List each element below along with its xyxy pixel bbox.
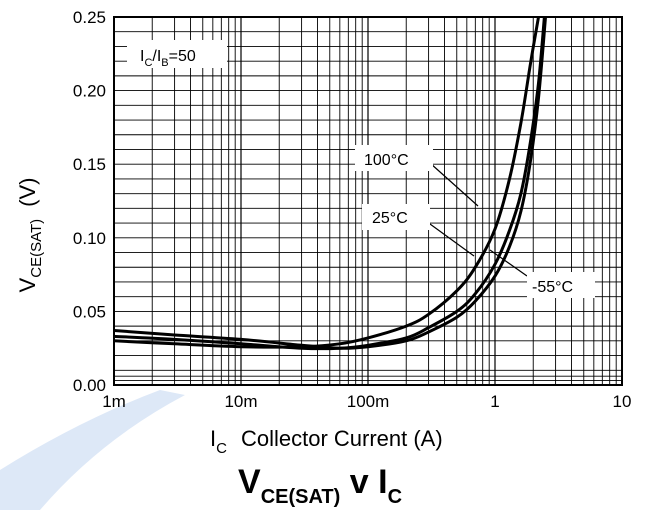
y-tick-labels: 0.00 0.05 0.10 0.15 0.20 0.25 [73,8,106,395]
series-label-bg [355,145,433,171]
series-line [114,17,547,350]
condition-label: IC/IB=50 [140,48,196,69]
grid [113,17,622,385]
x-tick-label: 10 [613,392,632,411]
y-tick-label: 0.10 [73,229,106,248]
x-tick-labels: 1m 10m 100m 1 10 [102,392,631,411]
x-tick-label: 1 [490,392,499,411]
series-leader-line [429,162,479,207]
series-label: 100°C [364,152,409,169]
x-tick-label: 10m [224,392,257,411]
x-tick-label: 1m [102,392,126,411]
condition-box [127,40,227,68]
watermark-logo [0,390,185,510]
series-labels: 100°C 25°C -55°C [355,145,595,298]
series-label-bg [362,204,430,230]
plot-frame [113,16,623,386]
y-tick-label: 0.15 [73,155,106,174]
x-axis-label: IC Collector Current (A) [210,426,443,457]
series-line [114,17,540,349]
series-leader-line [429,223,475,257]
y-tick-label: 0.00 [73,376,106,395]
curves [114,17,547,351]
x-tick-label: 100m [347,392,390,411]
series-label-bg [527,272,595,298]
series-label: 25°C [372,210,408,227]
series-label: -55°C [532,279,573,296]
y-tick-label: 0.25 [73,8,106,27]
y-tick-label: 0.05 [73,302,106,321]
chart-title: VCE(SAT) v IC [238,463,402,508]
y-tick-label: 0.20 [73,82,106,101]
y-axis-label: VCE(SAT)(V) [15,178,45,293]
series-leader-line [489,249,528,277]
series-line [114,17,546,351]
watermark-swoosh [0,390,185,510]
